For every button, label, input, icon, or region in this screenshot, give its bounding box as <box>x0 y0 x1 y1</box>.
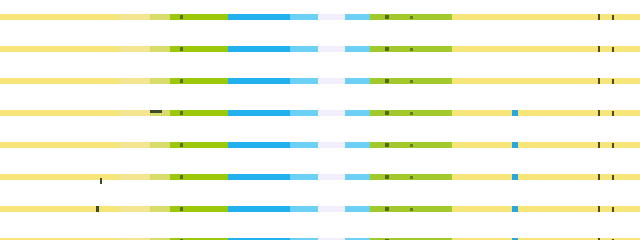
stripes <box>0 0 640 240</box>
striped-image <box>0 0 640 240</box>
page: {} <box>0 0 640 240</box>
